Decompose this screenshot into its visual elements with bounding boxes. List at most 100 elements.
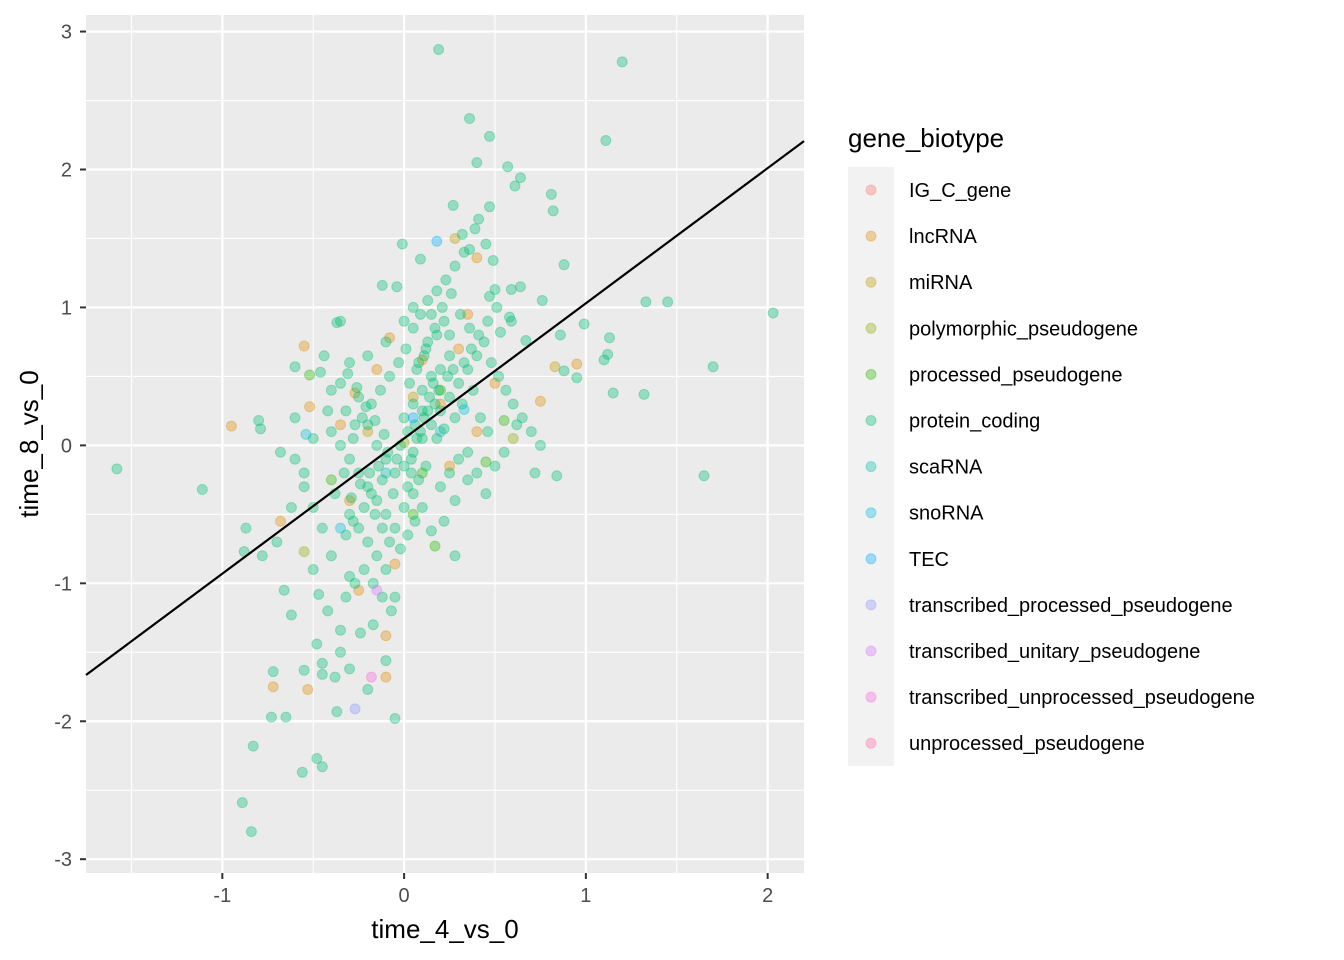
data-point [334, 522, 346, 534]
data-point [500, 384, 512, 396]
data-point [416, 432, 428, 444]
data-point [698, 470, 710, 482]
data-point [444, 350, 456, 362]
data-point [318, 350, 330, 362]
x-tick-label: -1 [213, 885, 231, 907]
plot-panel [86, 15, 804, 873]
data-point [433, 43, 445, 55]
data-point [431, 285, 443, 297]
data-point [313, 588, 325, 600]
data-point [471, 252, 483, 264]
legend-title: gene_biotype [848, 123, 1004, 153]
data-point [480, 456, 492, 468]
data-point [407, 412, 419, 424]
data-point [354, 478, 366, 490]
data-point [384, 370, 396, 382]
data-point [374, 384, 386, 396]
data-point [389, 522, 401, 534]
legend-key [865, 415, 877, 426]
data-point [418, 350, 430, 362]
data-point [474, 412, 486, 424]
data-point [407, 322, 419, 334]
x-tick-label: 1 [580, 885, 591, 907]
data-point [344, 570, 356, 582]
data-point [298, 340, 310, 352]
data-point [482, 315, 494, 327]
y-tick-label: -3 [54, 849, 72, 871]
data-point [427, 377, 439, 389]
data-point [302, 684, 314, 696]
data-point [256, 550, 268, 562]
data-point [334, 419, 346, 431]
data-point [494, 326, 506, 338]
data-point [365, 671, 377, 683]
data-point [464, 112, 476, 124]
data-point [362, 536, 374, 548]
data-point [416, 501, 428, 513]
legend: gene_biotype IG_C_gene lncRNA miRNA polymor… [848, 123, 1255, 766]
data-point [389, 558, 401, 570]
data-point [316, 668, 328, 680]
data-point [433, 384, 445, 396]
y-axis: -3 -2 -1 0 1 2 3 [54, 22, 86, 871]
data-point [402, 529, 414, 541]
data-point [396, 238, 408, 250]
data-point [285, 609, 297, 621]
data-point [360, 401, 372, 413]
data-point [314, 366, 326, 378]
data-point [484, 201, 496, 213]
data-point [489, 377, 501, 389]
data-point [534, 439, 546, 451]
data-point [440, 274, 452, 286]
data-point [267, 666, 279, 678]
data-point [304, 401, 316, 413]
data-point [662, 296, 674, 308]
data-point [407, 446, 419, 458]
data-point [340, 529, 352, 541]
data-point [349, 703, 361, 715]
data-point [505, 315, 517, 327]
data-point [507, 398, 519, 410]
data-point [707, 361, 719, 373]
data-point [325, 550, 337, 562]
data-point [425, 419, 437, 431]
data-point [498, 446, 510, 458]
data-point [398, 315, 410, 327]
data-point [471, 157, 483, 169]
data-point [487, 255, 499, 267]
data-point [462, 364, 474, 376]
data-point [502, 161, 514, 173]
data-point [253, 415, 265, 427]
data-point [393, 357, 405, 369]
data-point [365, 488, 377, 500]
data-point [405, 467, 417, 479]
data-point [344, 663, 356, 675]
data-point [407, 398, 419, 410]
data-point [389, 467, 401, 479]
x-tick-label: 0 [399, 885, 410, 907]
data-point [551, 470, 563, 482]
data-point [462, 474, 474, 486]
data-point [342, 368, 354, 380]
data-point [464, 322, 476, 334]
data-point [316, 522, 328, 534]
data-point [376, 474, 388, 486]
legend-label: transcribed_unitary_pseudogene [909, 641, 1200, 663]
grid-minor [86, 15, 804, 873]
data-point [547, 205, 559, 217]
data-point [600, 135, 612, 147]
data-point [384, 536, 396, 548]
data-point [376, 279, 388, 291]
data-point [349, 577, 361, 589]
data-point [416, 405, 428, 417]
data-point [449, 495, 461, 507]
data-point [471, 426, 483, 438]
data-point [453, 377, 465, 389]
data-point [311, 753, 323, 765]
data-point [367, 577, 379, 589]
data-point [425, 370, 437, 382]
data-point [274, 446, 286, 458]
data-point [349, 387, 361, 399]
data-point [436, 301, 448, 313]
